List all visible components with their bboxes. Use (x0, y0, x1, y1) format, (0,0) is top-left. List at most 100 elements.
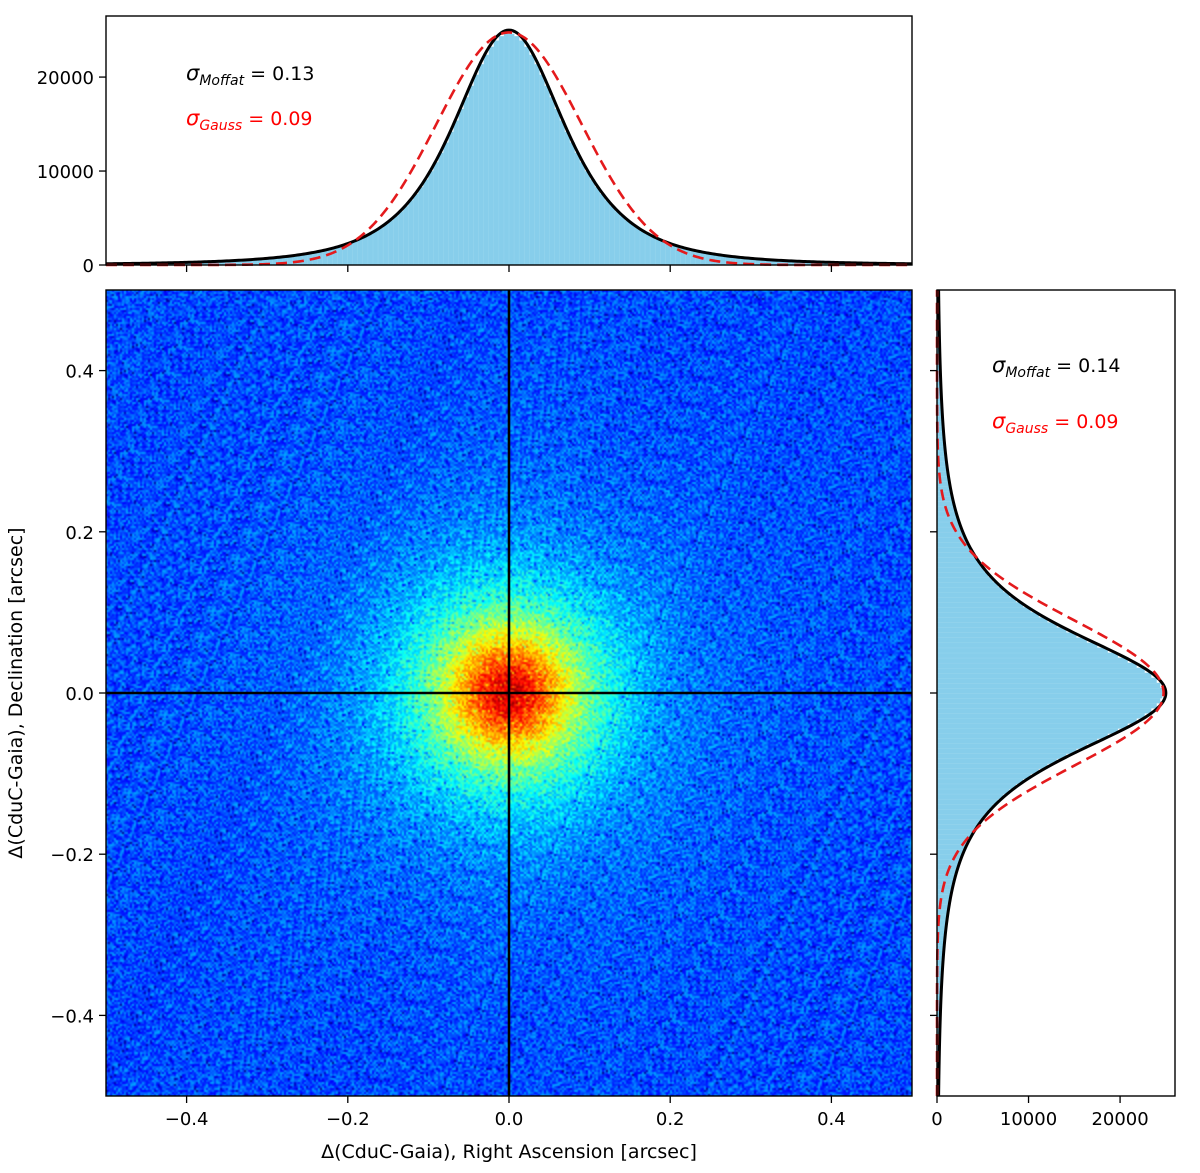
top-hist-bar (614, 211, 621, 266)
right-hist-bar (936, 577, 994, 583)
right-moffat-annotation: σMoffat = 0.14 (992, 353, 1120, 381)
right-gauss-annotation: σGauss = 0.09 (992, 409, 1119, 437)
main-x-tick-label: −0.4 (165, 1109, 209, 1130)
right-hist-bar (936, 723, 1128, 729)
top-hist-bar (327, 248, 334, 266)
top-hist-bar (559, 120, 565, 266)
top-hist-bar (322, 250, 329, 266)
right-hist-bar (936, 632, 1077, 639)
top-hist-bar (508, 33, 515, 266)
top-hist-bar (367, 233, 374, 266)
right-hist-bar (936, 738, 1098, 744)
top-hist-bar (624, 220, 631, 266)
right-hist-bar (936, 627, 1067, 633)
right-hist-bar (936, 526, 962, 533)
top-hist-bar (398, 211, 404, 266)
top-hist-bar (413, 193, 419, 266)
top-hist-bar (377, 227, 384, 266)
right-hist-bar (936, 707, 1152, 714)
right-hist-bar (936, 728, 1119, 734)
top-hist-bar (372, 230, 379, 266)
top-hist-bar (584, 171, 591, 266)
top-hist-bar (463, 97, 470, 266)
right-hist-bar (936, 743, 1087, 749)
right-hist-bar (936, 854, 962, 860)
right-hist-bar (936, 768, 1039, 775)
top-hist-bar (352, 240, 359, 266)
right-hist-bar (936, 662, 1137, 669)
top-hist-bar (483, 54, 490, 266)
right-x-ticks: 0 10000 20000 (931, 1096, 1149, 1130)
right-hist-bar (936, 733, 1108, 739)
top-hist-bar (362, 236, 369, 266)
top-hist-bar (488, 46, 495, 266)
right-hist-bar (936, 808, 989, 815)
right-hist-bar (936, 773, 1031, 780)
right-hist-bar (936, 783, 1017, 790)
main-y-ticks: −0.4 −0.2 0.0 0.2 0.4 (50, 362, 106, 1027)
right-hist-bar (936, 602, 1024, 608)
right-hist-bar (936, 798, 999, 805)
right-hist-bar (936, 753, 1067, 759)
right-hist-bar (936, 864, 958, 870)
right-hist-bar (936, 763, 1048, 769)
right-hist-bar (936, 859, 960, 865)
top-histogram: 0 10000 20000 σMoffat = 0.13 σGauss = 0.09 (37, 15, 913, 277)
top-moffat-annotation: σMoffat = 0.13 (186, 61, 314, 89)
right-hist-bar (936, 788, 1010, 795)
top-hist-bar (387, 220, 394, 266)
top-hist-bar (609, 206, 616, 266)
right-hist-bar (936, 491, 952, 497)
top-hist-bar (564, 131, 570, 266)
right-hist-bar (936, 682, 1161, 689)
right-hist-bar (936, 582, 999, 588)
right-hist-bar (936, 647, 1108, 654)
main-x-tick-label: 0.2 (656, 1109, 685, 1130)
top-y-tick-label: 20000 (37, 68, 94, 89)
right-hist-bar (936, 718, 1137, 724)
right-histogram-bars (936, 289, 1163, 1097)
top-hist-bar (393, 216, 399, 266)
top-hist-bar (599, 193, 606, 266)
right-hist-bar (936, 551, 974, 558)
y-axis-label: Δ(CduC-Gaia), Declination [arcsec] (5, 527, 27, 858)
right-hist-bar (936, 702, 1157, 709)
top-hist-bar (448, 131, 455, 266)
top-x-ticks (185, 265, 833, 272)
right-hist-bar (936, 566, 985, 573)
main-y-tick-label: 0.0 (65, 684, 94, 705)
top-hist-bar (629, 224, 636, 266)
x-axis-label: Δ(CduC-Gaia), Right Ascension [arcsec] (321, 1141, 697, 1163)
right-hist-bar (936, 697, 1161, 704)
top-hist-bar (539, 74, 545, 266)
right-hist-bar (936, 592, 1010, 598)
right-hist-bar (936, 496, 953, 503)
top-hist-bar (579, 162, 585, 266)
top-y-ticks: 0 10000 20000 (37, 68, 106, 277)
right-hist-bar (936, 571, 989, 578)
top-hist-bar (518, 40, 525, 266)
right-hist-bar (936, 531, 964, 538)
top-hist-bar (513, 36, 520, 266)
top-y-tick-label: 10000 (37, 162, 94, 183)
top-hist-bar (403, 206, 409, 266)
top-hist-bar (523, 46, 530, 266)
right-hist-bar (936, 894, 951, 900)
right-hist-bar (936, 612, 1039, 618)
top-hist-bar (544, 85, 550, 266)
right-hist-bar (936, 516, 958, 523)
right-hist-bar (936, 622, 1057, 628)
top-hist-bar (594, 186, 601, 266)
right-hist-bar (936, 556, 977, 563)
top-hist-bar (418, 186, 424, 266)
top-hist-bar (382, 224, 389, 266)
right-hist-bar (936, 849, 964, 855)
right-hist-bar (936, 713, 1145, 719)
main-y-tick-label: −0.4 (50, 1006, 94, 1027)
right-histogram: 0 10000 20000 σMoffat = 0.14 σGauss = 0.09 (930, 289, 1176, 1130)
main-x-tick-label: 0.0 (495, 1109, 524, 1130)
right-hist-bar (936, 687, 1163, 694)
top-hist-bar (574, 152, 580, 266)
top-hist-bar (357, 238, 364, 266)
main-y-tick-label: 0.2 (65, 523, 94, 544)
